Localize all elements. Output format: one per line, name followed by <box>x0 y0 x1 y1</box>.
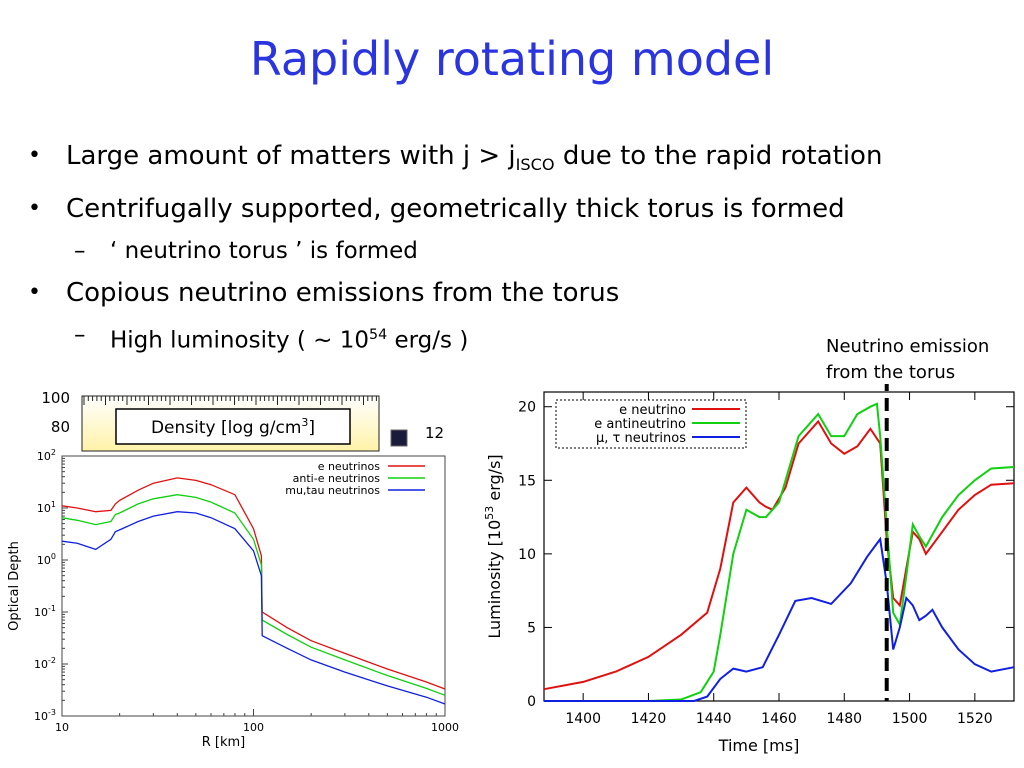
bullet-1-pre: Large amount of matters with j > j <box>66 141 516 171</box>
lum-legend-label: μ, τ neutrinos <box>596 431 686 446</box>
bullet-2-text: Centrifugally supported, geometrically t… <box>66 194 845 225</box>
lum-xtick-label: 1440 <box>696 711 732 727</box>
lum-series-line <box>544 402 1015 702</box>
od-legend-label: anti-e neutrinos <box>293 472 381 485</box>
od-ytick-label-exp: -1 <box>48 604 56 613</box>
od-ytick-label-exp: -3 <box>48 708 56 717</box>
lum-ylabel-pre: Luminosity [10 <box>485 520 504 639</box>
lum-series-line <box>544 536 1015 702</box>
lum-ytick-label: 10 <box>518 547 536 563</box>
lum-ytick-label: 20 <box>518 400 536 416</box>
od-ytick-label: 10-1 <box>34 604 56 619</box>
lum-xtick-label: 1420 <box>631 711 667 727</box>
lum-xtick-label: 1480 <box>826 711 862 727</box>
density-tick-80: 80 <box>51 418 70 436</box>
sub-bullet-2a: ‘ neutrino torus ’ is formed <box>28 231 1018 271</box>
lum-ylabel: Luminosity [1053 erg/s] <box>483 454 504 638</box>
sub-bullet-3a-pre: High luminosity ( ~ 10 <box>110 327 370 354</box>
od-legend-label: mu,tau neutrinos <box>285 484 380 497</box>
od-xtick-label: 10 <box>55 721 69 734</box>
bullet-2: Centrifugally supported, geometrically t… <box>28 187 1018 231</box>
bullet-1-sub: ISCO <box>515 155 555 175</box>
emission-note-line1: Neutrino emission <box>826 336 990 357</box>
od-ytick-label-base: 10 <box>34 710 48 723</box>
sub-bullet-3a: High luminosity ( ~ 1054 erg/s ) <box>28 315 1018 361</box>
od-ytick-label: 101 <box>37 500 56 515</box>
od-series-line <box>61 477 446 690</box>
od-plot-frame <box>61 455 446 717</box>
slide-title: Rapidly rotating model <box>249 32 775 86</box>
bullet-1: Large amount of matters with j > jISCO d… <box>28 134 1018 187</box>
od-ytick-label-exp: 2 <box>51 448 56 457</box>
od-ytick-label-base: 10 <box>37 502 51 515</box>
od-ytick-label-exp: -2 <box>48 656 56 665</box>
sub-bullet-3a-post: erg/s ) <box>387 327 469 354</box>
od-series-line <box>61 511 446 705</box>
od-ytick-label-base: 10 <box>37 450 51 463</box>
lum-legend-label: e antineutrino <box>594 417 686 432</box>
sub-bullet-2a-text: ‘ neutrino torus ’ is formed <box>110 238 418 265</box>
od-ytick-label: 100 <box>37 552 56 567</box>
lum-ylabel-exp: 53 <box>483 506 496 520</box>
colorbar-value: 12 <box>425 424 444 442</box>
lum-xtick-label: 1460 <box>761 711 797 727</box>
density-tick-100: 100 <box>41 389 70 407</box>
bullet-3-text: Copious neutrino emissions from the toru… <box>66 278 620 309</box>
od-xlabel: R [km] <box>202 735 246 750</box>
lum-ytick-label: 0 <box>527 694 536 710</box>
od-ylabel: Optical Depth <box>7 541 22 631</box>
density-label-pre: Density [log g/cm <box>151 418 301 438</box>
od-xtick-label: 1000 <box>431 721 459 734</box>
od-ytick-label-exp: 0 <box>51 552 56 561</box>
lum-ytick-label: 15 <box>518 473 536 489</box>
od-series-line <box>61 494 446 696</box>
od-ytick-label-base: 10 <box>34 658 48 671</box>
od-legend-label: e neutrinos <box>318 460 381 473</box>
sub-bullet-3a-sup: 54 <box>369 327 388 344</box>
od-ytick-label-base: 10 <box>34 606 48 619</box>
bullet-1-post: due to the rapid rotation <box>554 141 883 171</box>
density-label-sup: 3 <box>301 416 308 429</box>
od-ytick-label: 10-2 <box>34 656 56 671</box>
density-label-post: ] <box>308 418 315 438</box>
density-strip-ticks <box>83 396 377 405</box>
od-ytick-label: 10-3 <box>34 708 56 723</box>
density-strip: 100 80 Density [log g/cm3] 12 <box>41 389 444 452</box>
left-panel: 100 80 Density [log g/cm3] 12 10-310-210… <box>7 389 459 750</box>
emission-note: Neutrino emission from the torus <box>826 334 989 386</box>
od-xtick-label: 100 <box>243 721 264 734</box>
lum-xtick-label: 1520 <box>957 711 993 727</box>
lum-xlabel: Time [ms] <box>718 736 800 755</box>
density-label: Density [log g/cm3] <box>151 416 315 438</box>
lum-ylabel-post: erg/s] <box>485 454 504 505</box>
od-ytick-label-exp: 1 <box>51 500 56 509</box>
colorbar-swatch <box>390 429 408 447</box>
lum-xtick-label: 1500 <box>892 711 928 727</box>
bullet-list: Large amount of matters with j > jISCO d… <box>28 134 1018 361</box>
od-ytick-label: 102 <box>37 448 56 463</box>
lum-legend-label: e neutrino <box>619 403 686 418</box>
lum-ytick-label: 5 <box>527 620 536 636</box>
density-label-box <box>115 408 351 445</box>
bullet-3: Copious neutrino emissions from the toru… <box>28 271 1018 315</box>
lum-xtick-label: 1400 <box>565 711 601 727</box>
emission-note-line2: from the torus <box>826 362 956 383</box>
od-ytick-label-base: 10 <box>37 554 51 567</box>
lum-series-line <box>543 419 1015 691</box>
